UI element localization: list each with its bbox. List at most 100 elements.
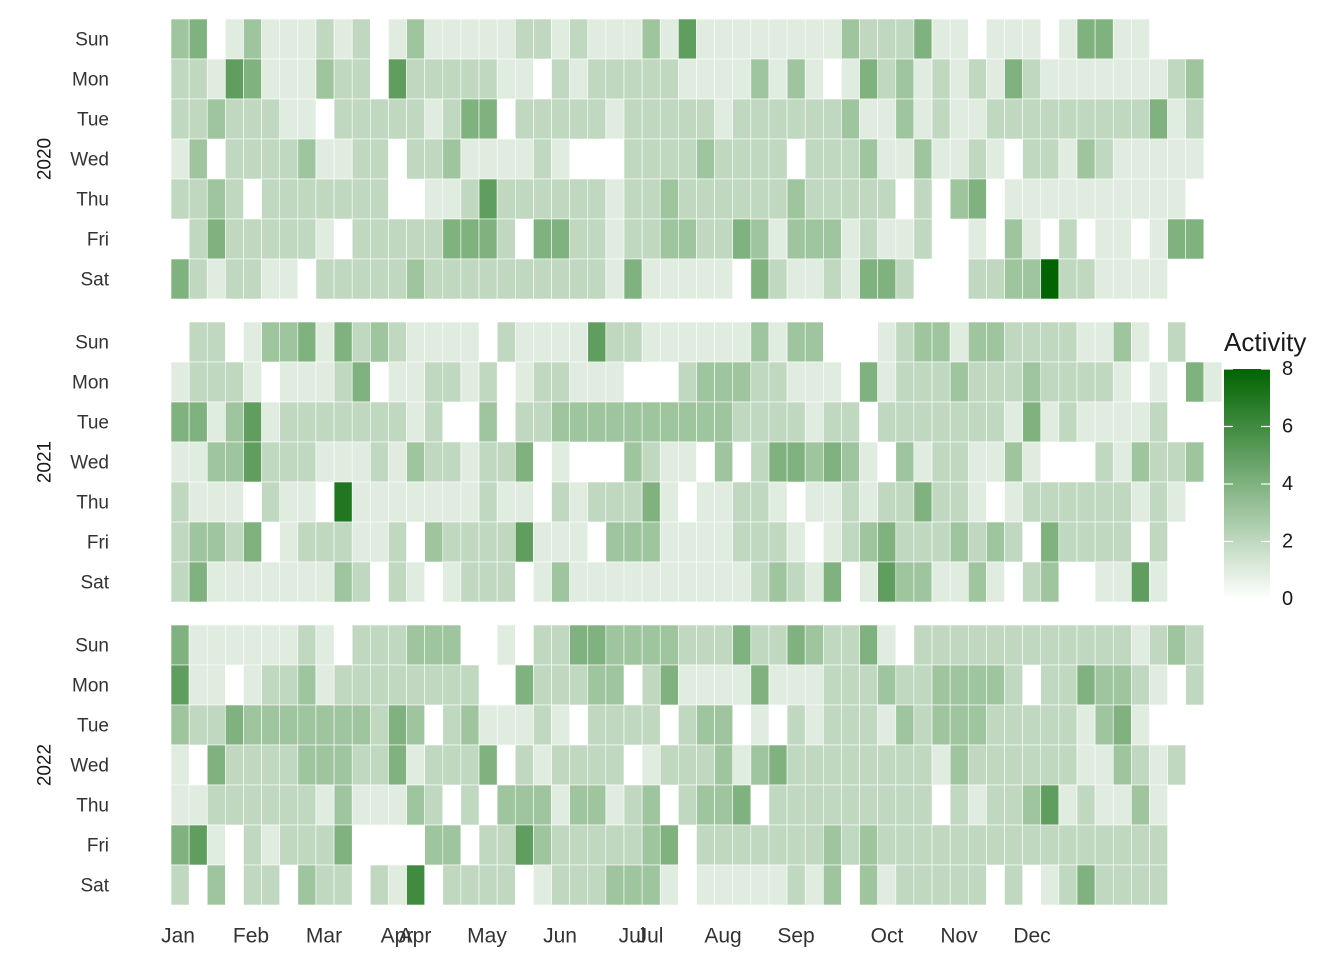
heatmap-cell [678, 624, 697, 666]
heatmap-cell [551, 744, 570, 786]
heatmap-cell [388, 321, 407, 363]
heatmap-cell [333, 258, 353, 300]
heatmap-cell [931, 521, 951, 563]
heatmap-cell [533, 361, 552, 403]
heatmap-cell [1149, 178, 1168, 220]
heatmap-cell [315, 178, 335, 220]
heatmap-cell [823, 441, 842, 483]
heatmap-cell [424, 744, 444, 786]
heatmap-cell [370, 481, 389, 523]
heatmap-cell [1094, 138, 1114, 180]
heatmap-cell [514, 361, 534, 403]
heatmap-cell [949, 704, 969, 746]
heatmap-cell [1112, 218, 1132, 260]
heatmap-cell [659, 561, 679, 603]
heatmap-cell [804, 401, 824, 443]
heatmap-cell [1094, 441, 1114, 483]
heatmap-cell [587, 18, 607, 60]
heatmap-cell [170, 178, 190, 220]
heatmap-cell [1094, 361, 1114, 403]
heatmap-cell [877, 704, 897, 746]
panel-2022: 2022 Sun Mon Tue Wed Thu Fri Sat [35, 624, 1205, 906]
heatmap-cell [659, 98, 679, 140]
heatmap-cell [678, 664, 697, 706]
day-label-sun: Sun [75, 636, 109, 657]
heatmap-cell [442, 521, 462, 563]
heatmap-cell [1040, 258, 1060, 300]
heatmap-cell [424, 521, 444, 563]
heatmap-cell [333, 321, 353, 363]
heatmap-cell [1149, 401, 1168, 443]
heatmap-cell [170, 258, 190, 300]
heatmap-cell [460, 178, 480, 220]
heatmap-cell [623, 218, 643, 260]
heatmap-cell [442, 481, 462, 523]
heatmap-cell [605, 58, 625, 100]
heatmap-cell [551, 664, 570, 706]
heatmap-cell [1022, 441, 1042, 483]
heatmap-cell [877, 744, 897, 786]
heatmap-cell [587, 784, 607, 826]
heatmap-cell [1131, 664, 1150, 706]
heatmap-cell [750, 138, 770, 180]
heatmap-cell [859, 441, 878, 483]
heatmap-cell [315, 624, 335, 666]
heatmap-cell [188, 664, 208, 706]
heatmap-cell [1167, 321, 1187, 363]
heatmap-cell [206, 361, 226, 403]
heatmap-cell [804, 218, 824, 260]
month-label-feb: Feb [233, 925, 269, 948]
heatmap-cell [1131, 258, 1150, 300]
heatmap-cell [315, 58, 335, 100]
heatmap-cell [1004, 864, 1023, 906]
heatmap-cell [442, 218, 462, 260]
heatmap-cell [859, 218, 878, 260]
heatmap-cell [442, 441, 462, 483]
heatmap-cell [587, 704, 607, 746]
heatmap-cell [243, 18, 262, 60]
heatmap-cell [931, 824, 951, 866]
heatmap-cell [967, 321, 987, 363]
heatmap-cell [406, 321, 425, 363]
heatmap-cell [297, 481, 317, 523]
heatmap-cell [768, 18, 788, 60]
heatmap-cell [841, 218, 860, 260]
heatmap-cell [732, 744, 752, 786]
heatmap-cell [804, 824, 824, 866]
heatmap-cell [424, 441, 444, 483]
heatmap-cell [1058, 361, 1078, 403]
heatmap-cell [786, 58, 806, 100]
heatmap-cell [696, 258, 715, 300]
heatmap-cell [315, 864, 335, 906]
heatmap-cell [823, 18, 842, 60]
heatmap-cell [388, 18, 407, 60]
heatmap-cell [333, 481, 353, 523]
heatmap-cell [1040, 98, 1060, 140]
heatmap-cell [913, 218, 933, 260]
heatmap-cell [551, 521, 570, 563]
heatmap-cell [1058, 864, 1078, 906]
heatmap-cell [496, 624, 516, 666]
heatmap-cell [1094, 784, 1114, 826]
heatmap-cell [1004, 521, 1023, 563]
heatmap-cell [1112, 704, 1132, 746]
heatmap-cell [949, 138, 969, 180]
heatmap-cell [351, 218, 371, 260]
heatmap-cell [659, 664, 679, 706]
month-label-jul: Jul [619, 925, 646, 948]
heatmap-cell [623, 258, 643, 300]
heatmap-cell [406, 744, 425, 786]
heatmap-cell [895, 258, 915, 300]
heatmap-cell [406, 18, 425, 60]
heatmap-cell [949, 441, 969, 483]
heatmap-cell [406, 258, 425, 300]
heatmap-cell [1167, 744, 1187, 786]
heatmap-cell [949, 18, 969, 60]
heatmap-cell [804, 744, 824, 786]
heatmap-cell [1058, 58, 1078, 100]
heatmap-cell [370, 258, 389, 300]
heatmap-cell [1185, 218, 1205, 260]
heatmap-cell [895, 864, 915, 906]
heatmap-cell [1167, 441, 1187, 483]
heatmap-cell [442, 624, 462, 666]
